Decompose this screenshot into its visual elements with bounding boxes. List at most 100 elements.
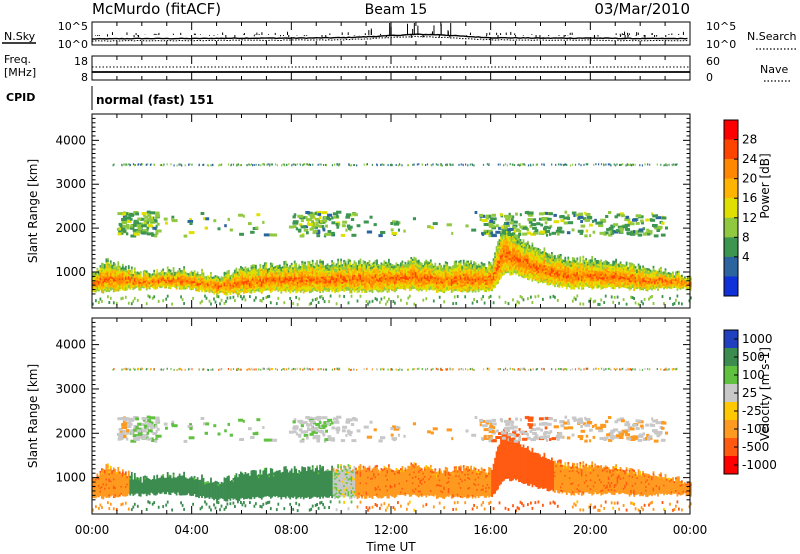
power-cell [266,282,269,285]
power-cell [343,295,345,298]
power-cell [138,286,141,289]
power-cell [220,279,223,282]
power-cell [286,276,289,279]
power-cell [163,282,166,285]
power-cell [307,282,310,285]
power-cell [380,287,383,290]
power-cell [522,248,525,251]
power-cell [250,289,253,292]
power-cell [121,288,124,291]
power-cell [263,281,266,284]
power-cell [411,267,414,270]
power-cell [459,268,462,271]
power-cell [252,273,254,276]
power-cell [506,264,508,267]
power-cell [498,242,501,245]
power-cell [531,258,534,261]
power-cell [374,275,377,278]
power-cell [124,276,127,279]
power-cell [498,240,501,244]
power-cell [388,267,390,270]
power-cell [338,286,341,289]
power-cell [115,289,118,292]
power-cell [260,291,263,294]
power-cell [413,272,416,275]
power-cell [504,243,507,246]
power-cell [147,279,150,282]
power-cell [109,260,112,263]
power-cell [408,271,411,274]
power-cell [447,271,450,274]
power-cell [174,277,176,280]
power-cell [437,276,440,279]
power-cell [513,258,516,261]
power-cell [105,283,108,286]
power-cell [235,278,238,281]
power-cell [518,251,520,254]
power-cell [295,295,298,299]
power-cell [121,281,124,284]
power-cell [440,268,443,271]
power-cell [416,260,419,263]
power-cell [417,261,420,264]
power-cell [250,287,253,290]
power-cell [217,276,220,279]
power-cell [528,260,531,263]
power-cell [249,277,251,280]
power-cell [425,270,428,273]
power-cell [262,277,265,280]
power-cell [124,295,127,299]
power-cell [382,277,384,280]
power-cell [253,268,256,271]
power-cell [160,280,163,283]
power-cell [257,280,260,284]
power-cell [352,277,354,280]
power-cell [408,287,411,290]
power-cell [534,259,537,262]
power-cell [331,263,333,266]
power-cell [265,286,268,289]
power-cell [252,289,254,292]
power-cell [274,287,277,290]
power-cell [545,268,547,271]
power-cell [524,274,526,277]
power-cell [349,268,351,271]
power-cell [204,286,206,290]
power-cell [506,229,508,232]
power-cell [528,278,531,281]
power-cell [310,274,313,277]
power-cell [527,265,529,268]
power-cell [118,283,121,286]
power-cell [319,266,321,269]
power-cell [474,286,477,289]
power-cell [299,267,302,270]
power-cell [458,287,461,290]
power-cell [350,284,353,287]
power-cell [449,273,452,276]
power-cell [138,281,141,284]
power-cell [114,286,117,289]
power-cell [275,275,278,278]
power-cell [310,290,313,293]
power-cell [299,288,302,291]
power-cell [548,262,550,265]
power-cell [468,263,471,266]
power-cell [293,288,296,291]
power-cell [329,275,332,278]
power-cell [253,269,256,272]
power-cell [322,264,324,267]
power-cell [404,267,407,270]
power-cell [313,267,316,270]
power-cell [534,252,537,255]
power-cell [199,284,202,287]
power-cell [247,269,250,272]
power-cell [522,258,525,261]
power-cell [338,289,341,292]
power-cell [341,276,344,279]
power-cell [226,286,229,289]
power-cell [112,281,115,284]
power-cell [299,273,302,276]
power-cell [509,238,511,241]
power-cell [489,276,492,279]
power-cell [178,275,181,278]
